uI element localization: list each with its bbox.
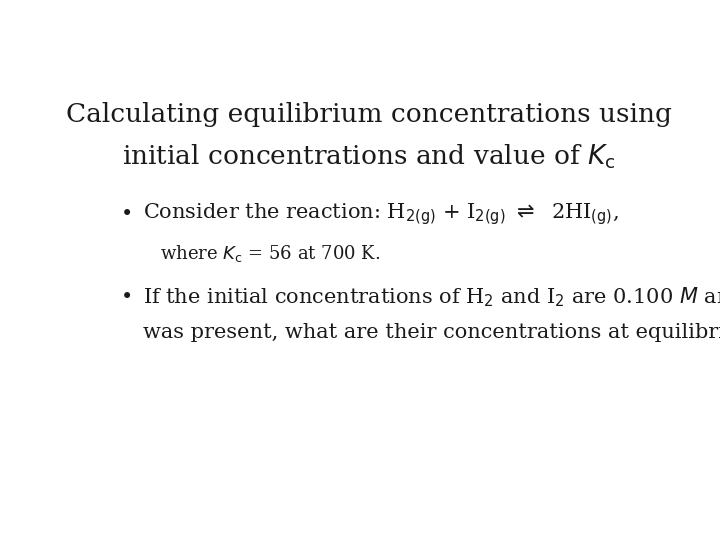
Text: •: •: [121, 288, 133, 307]
Text: initial concentrations and value of $\mathit{K}_\mathrm{c}$: initial concentrations and value of $\ma…: [122, 142, 616, 171]
Text: •: •: [121, 205, 133, 224]
Text: Calculating equilibrium concentrations using: Calculating equilibrium concentrations u…: [66, 102, 672, 127]
Text: Consider the reaction: H$_{\mathrm{2(g)}}$ + I$_{\mathrm{2(g)}}$ $\rightleftharp: Consider the reaction: H$_{\mathrm{2(g)}…: [143, 201, 619, 227]
Text: If the initial concentrations of H$_{\mathrm{2}}$ and I$_{\mathrm{2}}$ are 0.100: If the initial concentrations of H$_{\ma…: [143, 286, 720, 309]
Text: was present, what are their concentrations at equilibrium?: was present, what are their concentratio…: [143, 323, 720, 342]
Text: where $\mathit{K}_{\mathrm{c}}$ = 56 at 700 K.: where $\mathit{K}_{\mathrm{c}}$ = 56 at …: [160, 244, 380, 265]
